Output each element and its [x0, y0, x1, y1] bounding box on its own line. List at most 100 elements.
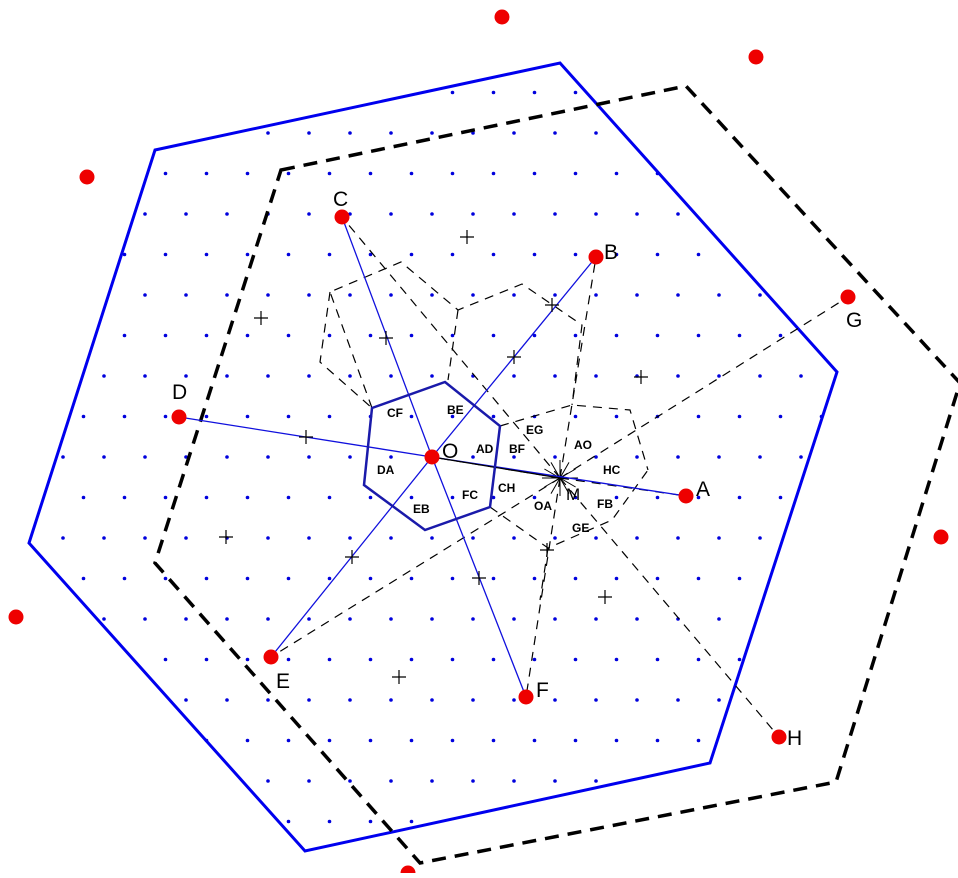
lattice-dot [655, 252, 660, 257]
lattice-dot [286, 576, 291, 581]
red-point [678, 488, 694, 504]
lattice-dot [573, 252, 578, 257]
label-M: M [566, 485, 580, 504]
lattice-dot [696, 576, 701, 581]
lattice-dot [348, 455, 352, 459]
lattice-dot [573, 738, 578, 743]
lattice-dot [368, 495, 373, 500]
lattice-dot [389, 779, 393, 783]
lattice-dot [573, 333, 578, 338]
inner-hexagon [362, 380, 502, 532]
lattice-dot [81, 495, 86, 500]
lattice-dot [286, 252, 291, 257]
lattice-dot [327, 252, 332, 257]
lattice-dot [204, 171, 209, 176]
region-label-CH: CH [498, 481, 515, 495]
plus-marker [472, 571, 486, 585]
starburst-line [559, 477, 570, 494]
lattice-dot [163, 414, 168, 419]
lattice-dot [143, 212, 147, 216]
lattice-dot [122, 252, 127, 257]
dashed-ray [341, 216, 561, 479]
region-label-FC: FC [462, 488, 478, 502]
label-G: G [846, 309, 862, 332]
lattice-dot [389, 698, 393, 702]
lattice-dot [450, 738, 455, 743]
lattice-dot [266, 779, 270, 783]
lattice-dot [143, 536, 147, 540]
lattice-dot [614, 738, 619, 743]
lattice-dot [368, 819, 373, 824]
lattice-dot [532, 171, 537, 176]
lattice-dot [389, 617, 393, 621]
dashed-ray [559, 256, 597, 479]
lattice-dot [594, 293, 598, 297]
lattice-dot [471, 293, 475, 297]
lattice-dot [471, 617, 475, 621]
lattice-dot [307, 536, 311, 540]
lattice-dot [471, 536, 475, 540]
lattice-dot [266, 131, 270, 135]
lattice-dot [368, 333, 373, 338]
dashed-ray [559, 477, 687, 497]
lattice-dot [737, 333, 742, 338]
lattice-dot [81, 576, 86, 581]
lattice-dot [389, 212, 393, 216]
red-point [79, 169, 95, 185]
lattice-dot [532, 90, 537, 95]
lattice-dot [430, 131, 434, 135]
lattice-dot [737, 414, 742, 419]
red-point [840, 289, 856, 305]
lattice-dot [307, 779, 311, 783]
lattice-dot [573, 576, 578, 581]
lattice-dot [389, 131, 393, 135]
lattice-dot [553, 131, 557, 135]
lattice-dot [696, 495, 701, 500]
lattice-dot [184, 698, 188, 702]
lattice-dot [430, 212, 434, 216]
starburst-line [550, 477, 561, 494]
lattice-dot [348, 617, 352, 621]
lattice-dot [471, 779, 475, 783]
red-point [588, 249, 604, 265]
region-label-FB: FB [597, 497, 613, 511]
lattice-dot [696, 414, 701, 419]
lattice-dot [471, 455, 475, 459]
lattice-dot [717, 293, 721, 297]
lattice-dot [594, 536, 598, 540]
lattice-dot [122, 414, 127, 419]
lattice-dot [614, 333, 619, 338]
lattice-dot [409, 657, 414, 662]
lattice-dot [450, 495, 455, 500]
lattice-dot [717, 536, 721, 540]
lattice-dot [553, 698, 557, 702]
lattice-dot [676, 374, 680, 378]
lattice-dot [286, 657, 291, 662]
plus-marker [392, 670, 406, 684]
region-label-BF: BF [509, 442, 525, 456]
starburst-line [550, 462, 561, 479]
lattice-dot [450, 657, 455, 662]
lattice-dot [491, 90, 496, 95]
lattice-dot [368, 252, 373, 257]
red-point [334, 209, 350, 225]
lattice-dot [225, 455, 229, 459]
lattice-dot [409, 414, 414, 419]
lattice-dot [307, 293, 311, 297]
red-point [8, 609, 24, 625]
lattice-dot [696, 252, 701, 257]
lattice-dot [409, 333, 414, 338]
lattice-dot [594, 131, 598, 135]
lattice-dot [102, 617, 106, 621]
spoke-line [341, 216, 433, 458]
lattice-dot [266, 293, 270, 297]
lattice-dot [553, 374, 557, 378]
lattice-dot [532, 738, 537, 743]
lattice-dot [286, 333, 291, 338]
lattice-dot [143, 374, 147, 378]
lattice-dot [225, 374, 229, 378]
lattice-dot [102, 455, 106, 459]
lattice-dot [245, 495, 250, 500]
lattice-dot [409, 576, 414, 581]
